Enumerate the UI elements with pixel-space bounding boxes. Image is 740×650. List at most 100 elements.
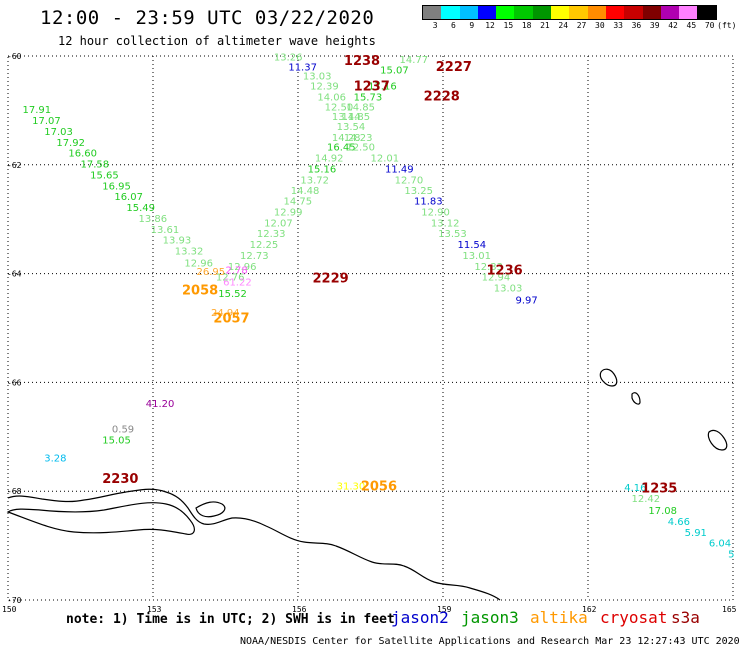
- coast-islet: [195, 501, 226, 518]
- swh-value: 0.59: [112, 424, 134, 435]
- swh-value: 5.91: [685, 528, 707, 539]
- lon-tick-label: 165: [722, 605, 737, 614]
- swh-value: 13.86: [139, 214, 168, 225]
- pass-time-label: 2230: [102, 472, 138, 487]
- swh-value: 12.96: [228, 262, 257, 273]
- swh-value: 12.01: [371, 154, 400, 165]
- footer-note: note: 1) Time is in UTC; 2) SWH is in fe…: [66, 612, 395, 627]
- swh-value: 12.76: [216, 273, 245, 284]
- swh-value: 5: [728, 550, 734, 561]
- swh-value: 13.12: [431, 218, 460, 229]
- swh-value: 26.95: [197, 267, 226, 278]
- lat-tick-label: -66: [7, 378, 22, 387]
- map-title: 12:00 - 23:59 UTC 03/22/2020: [40, 7, 375, 29]
- color-scale-label: 33: [613, 21, 623, 30]
- lon-tick-label: 162: [582, 605, 597, 614]
- balleny-island: [631, 392, 641, 405]
- coastline: [6, 368, 728, 601]
- swh-value: 15.07: [380, 65, 409, 76]
- color-swatch: [587, 6, 606, 19]
- swh-value: 13.54: [337, 122, 366, 133]
- legend-jason2: jason2: [391, 608, 449, 627]
- balleny-island: [599, 368, 618, 387]
- color-swatch: [459, 6, 478, 19]
- legend-s3a: s3a: [671, 608, 700, 627]
- swh-value: 12.70: [395, 175, 424, 186]
- swh-value: 11.37: [288, 63, 317, 74]
- swh-value: 12.99: [274, 207, 303, 218]
- lon-tick-label: 150: [2, 605, 17, 614]
- map-border: [7, 55, 734, 601]
- swh-value: 15.65: [90, 170, 119, 181]
- pass-time-label: 1238: [344, 54, 380, 69]
- swh-value: 15.73: [354, 93, 383, 104]
- color-swatch: [514, 6, 533, 19]
- swh-value: 6.04: [709, 539, 731, 550]
- color-scale-label: 42: [668, 21, 678, 30]
- swh-value: 15.49: [126, 203, 155, 214]
- color-swatch: [551, 6, 570, 19]
- color-swatch: [697, 6, 716, 19]
- swh-value: 14.28: [332, 133, 361, 144]
- swh-value: 13.93: [163, 236, 192, 247]
- swh-value: 11.54: [458, 240, 487, 251]
- color-swatch: [605, 6, 625, 19]
- swh-value: 17.58: [81, 160, 110, 171]
- color-swatch: [660, 6, 680, 19]
- pass-time-label: 2057: [213, 312, 249, 327]
- swh-value: 13.03: [303, 71, 332, 82]
- swh-value: 12.33: [474, 262, 503, 273]
- color-scale-label: 21: [540, 21, 550, 30]
- swh-value: 14.85: [342, 112, 371, 123]
- color-scale-label: 15: [503, 21, 514, 30]
- swh-value: 61.22: [223, 278, 252, 289]
- lon-tick-label: 159: [437, 605, 452, 614]
- color-swatch: [569, 6, 588, 19]
- swh-value: 4.66: [668, 517, 690, 528]
- swh-value: 14.75: [284, 197, 313, 208]
- swh-value: 13.61: [151, 225, 180, 236]
- color-scale-label: 18: [521, 21, 532, 30]
- swh-value: 13.26: [274, 52, 303, 63]
- legend-altika: altika: [530, 608, 588, 627]
- swh-value: 12.07: [264, 218, 293, 229]
- swh-value: 4.16: [624, 483, 646, 494]
- swh-value: 2.78: [226, 266, 248, 277]
- swh-value: 3.28: [44, 453, 66, 464]
- color-scale-label: 3: [432, 21, 438, 30]
- pass-time-label: 1236: [487, 264, 523, 279]
- map-subtitle: 12 hour collection of altimeter wave hei…: [58, 34, 376, 48]
- color-scale-label: 24: [558, 21, 569, 30]
- swh-value: 12.73: [240, 251, 269, 262]
- color-scale-label: 45: [686, 21, 697, 30]
- swh-value: 14.48: [291, 186, 320, 197]
- color-scale-label: 70: [704, 21, 715, 30]
- lat-tick-label: -62: [7, 161, 22, 170]
- color-swatch: [496, 6, 515, 19]
- swh-value: 12.50: [325, 102, 354, 113]
- swh-value: 13.32: [175, 247, 204, 258]
- antarctic-coast: [7, 488, 501, 601]
- pass-time-label: 2227: [436, 60, 472, 75]
- swh-value: 17.92: [56, 138, 85, 149]
- color-swatch: [624, 6, 643, 19]
- lat-tick-label: -70: [7, 596, 22, 605]
- lat-tick-label: -60: [7, 52, 22, 61]
- color-scale-label: 39: [649, 21, 660, 30]
- color-swatch: [532, 6, 552, 19]
- pass-time-label: 2056: [361, 480, 397, 495]
- swh-value: 24.94: [211, 308, 240, 319]
- time-labels: 1238 2227 1237 2228 2229 1236 2230 1235 2058 2057…: [102, 54, 677, 496]
- swh-value: 41.20: [146, 399, 175, 410]
- swh-value: 11.83: [414, 197, 443, 208]
- lat-tick-label: -64: [7, 270, 22, 279]
- swh-value: 9.97: [516, 296, 538, 307]
- swh-value: 13.03: [494, 284, 523, 295]
- pass-time-label: 1237: [354, 79, 390, 94]
- swh-value: 12.96: [184, 259, 213, 270]
- swh-value: 17.08: [648, 506, 677, 517]
- pass-time-label: 2228: [424, 90, 460, 105]
